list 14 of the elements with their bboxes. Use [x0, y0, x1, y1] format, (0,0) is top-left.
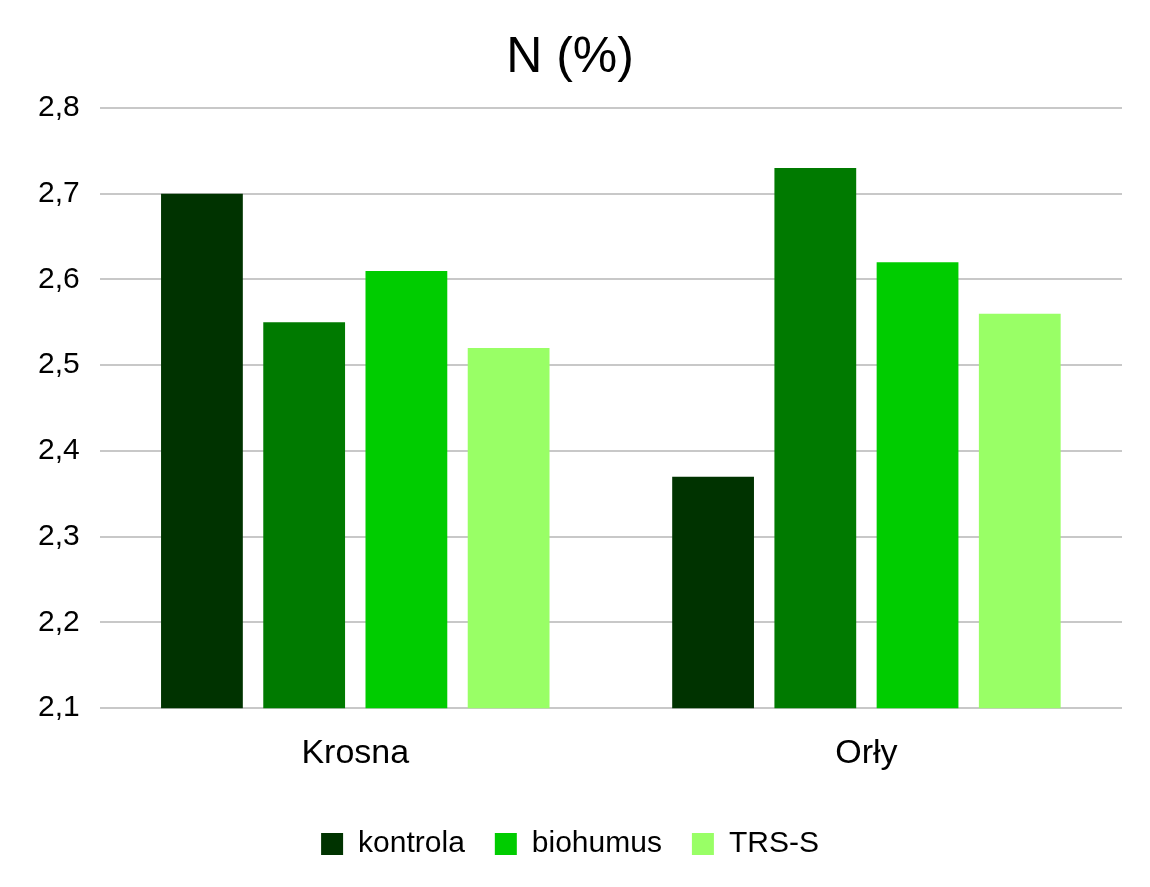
y-tick-label: 2,1 [37, 689, 80, 723]
y-tick-label: 2,4 [37, 432, 80, 466]
y-tick-label: 2,7 [37, 175, 80, 209]
x-tick-label: Orły [835, 731, 898, 770]
y-tick-label: 2,3 [37, 517, 80, 551]
y-tick-label: 2,5 [37, 346, 80, 380]
y-tick-label: 2,6 [37, 260, 80, 294]
y-tick-label: 2,8 [37, 89, 80, 123]
chart-title: N (%) [506, 26, 634, 83]
x-tick-label: Krosna [301, 731, 410, 770]
y-tick-label: 2,2 [37, 603, 80, 637]
legend-label: biohumus [531, 825, 662, 859]
legend-label: TRS-S [728, 825, 819, 859]
legend-label: kontrola [358, 825, 466, 859]
